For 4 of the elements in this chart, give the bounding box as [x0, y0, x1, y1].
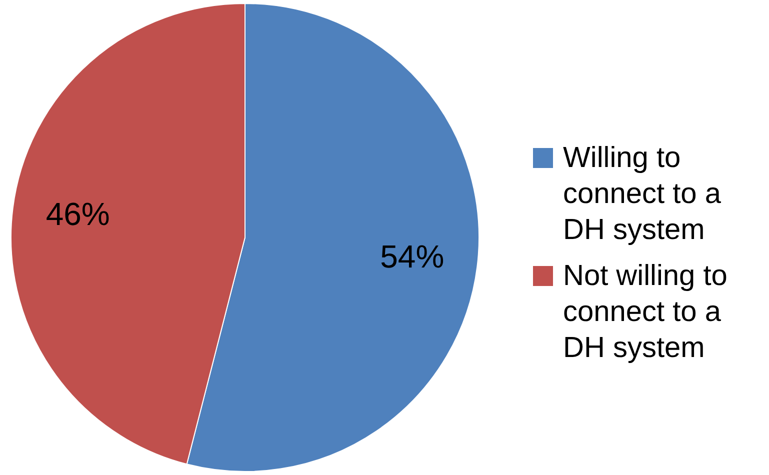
data-label: 54%: [380, 238, 444, 274]
data-label: 46%: [46, 196, 110, 232]
legend-label: Not willing to connect to a DH system: [563, 259, 728, 366]
legend-label: Willing to connect to a DH system: [563, 141, 722, 248]
